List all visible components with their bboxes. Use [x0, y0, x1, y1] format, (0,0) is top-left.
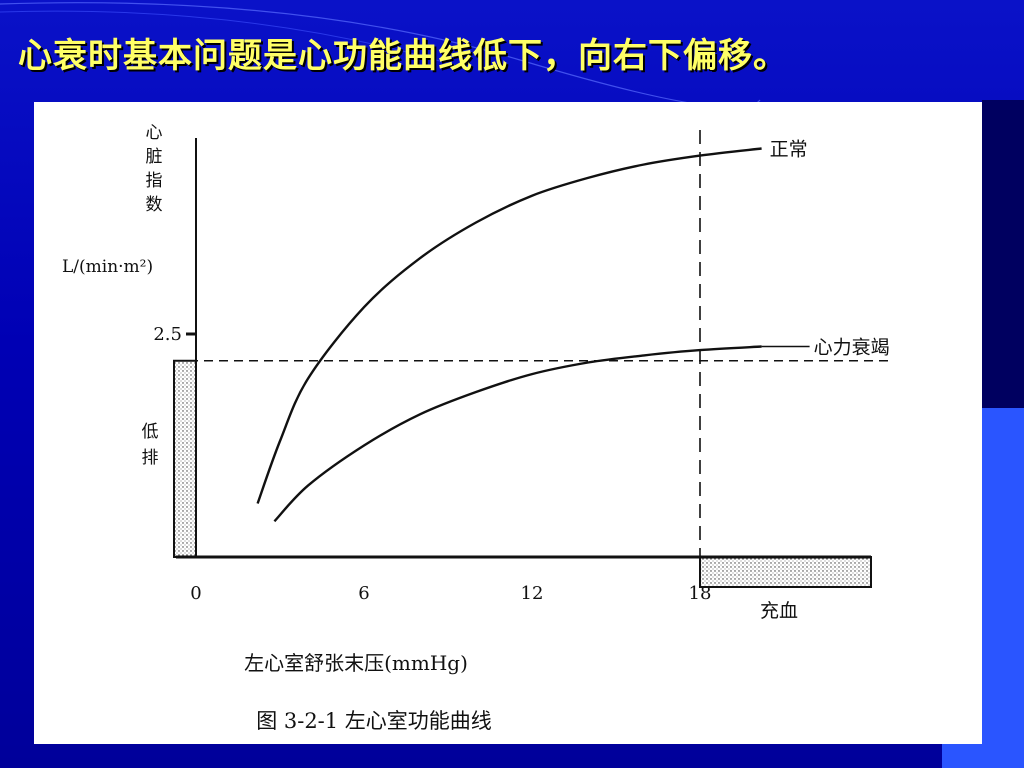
x-axis-label: 左心室舒张末压(mmHg)	[244, 651, 468, 675]
figure-caption: 图 3-2-1 左心室功能曲线	[256, 709, 492, 733]
y-axis-label-char: 脏	[146, 147, 163, 167]
ventricular-function-chart: 心 脏 指 数 L/(min·m²) 低 排 充血 2.5 0 6 12 18 …	[62, 123, 890, 733]
low-output-region	[173, 359, 197, 559]
slide-title: 心衰时基本问题是心功能曲线低下，向右下偏移。	[18, 36, 788, 76]
heart-failure-curve	[273, 345, 762, 523]
normal-curve	[256, 147, 762, 504]
x-tick-label: 12	[521, 583, 544, 604]
x-tick-label: 18	[689, 583, 712, 604]
series-label-normal: 正常	[770, 138, 808, 160]
x-tick-label: 0	[190, 583, 201, 604]
y-tick-label: 2.5	[153, 324, 182, 345]
decorative-bar-dark	[982, 100, 1024, 410]
low-output-label-char: 低	[142, 422, 159, 442]
y-axis-unit: L/(min·m²)	[62, 257, 153, 277]
congestion-region	[699, 556, 872, 588]
low-output-label-char: 排	[142, 448, 159, 468]
series-label-heart-failure: 心力衰竭	[814, 336, 890, 358]
y-axis-label-char: 指	[146, 171, 163, 191]
figure-panel: 心 脏 指 数 L/(min·m²) 低 排 充血 2.5 0 6 12 18 …	[34, 102, 982, 744]
y-axis-label-char: 数	[146, 195, 163, 215]
x-tick-label: 6	[358, 583, 369, 604]
y-axis-label-char: 心	[146, 123, 163, 143]
congestion-label: 充血	[760, 600, 798, 622]
